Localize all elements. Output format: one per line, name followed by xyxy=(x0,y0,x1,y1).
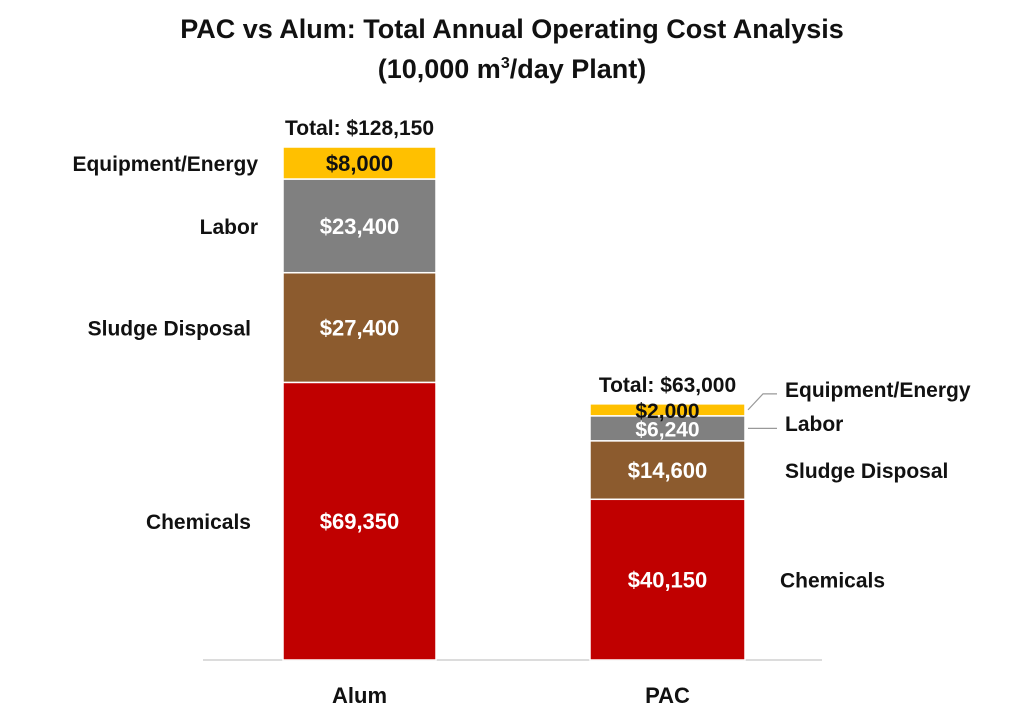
segment-name-label: Chemicals xyxy=(146,511,251,534)
bar-segment-alum-sludge-disposal xyxy=(282,271,437,384)
data-label: $8,000 xyxy=(326,151,393,176)
bar-segment-pac-equipment-energy xyxy=(589,403,746,417)
segment-name-label: Sludge Disposal xyxy=(785,460,948,483)
subtitle-superscript: 3 xyxy=(500,55,510,72)
segment-name-label: Sludge Disposal xyxy=(88,318,251,341)
subtitle-text: (10,000 m xyxy=(377,54,501,84)
leader-line xyxy=(747,393,777,411)
data-label: $14,600 xyxy=(628,458,708,483)
chart-title: PAC vs Alum: Total Annual Operating Cost… xyxy=(180,14,844,44)
total-label: Total: $63,000 xyxy=(599,374,736,397)
data-label: $69,350 xyxy=(320,509,400,534)
x-tick-label: Alum xyxy=(332,683,387,708)
data-label: $2,000 xyxy=(635,400,699,423)
segment-name-label: Labor xyxy=(785,413,843,436)
segment-name-label: Chemicals xyxy=(780,570,885,593)
subtitle-text-end: /day Plant) xyxy=(509,54,647,84)
x-tick-label: PAC xyxy=(645,683,690,708)
segment-name-label: Labor xyxy=(200,216,258,239)
chart-subtitle: (10,000 m3/day Plant) xyxy=(0,54,1024,85)
bar-segment-pac-chemicals xyxy=(589,498,746,661)
bar-segment-pac-labor xyxy=(589,415,746,442)
segment-name-label: Equipment/Energy xyxy=(72,153,258,176)
total-label: Total: $128,150 xyxy=(285,117,434,140)
data-label: $27,400 xyxy=(320,316,400,341)
bar-segment-pac-sludge-disposal xyxy=(589,440,746,501)
data-label: $40,150 xyxy=(628,568,708,593)
bar-segment-alum-chemicals xyxy=(282,381,437,661)
data-label: $6,240 xyxy=(635,418,699,441)
segment-name-label: Equipment/Energy xyxy=(785,379,971,402)
bar-segment-alum-equipment-energy xyxy=(282,146,437,180)
data-label: $23,400 xyxy=(320,214,400,239)
